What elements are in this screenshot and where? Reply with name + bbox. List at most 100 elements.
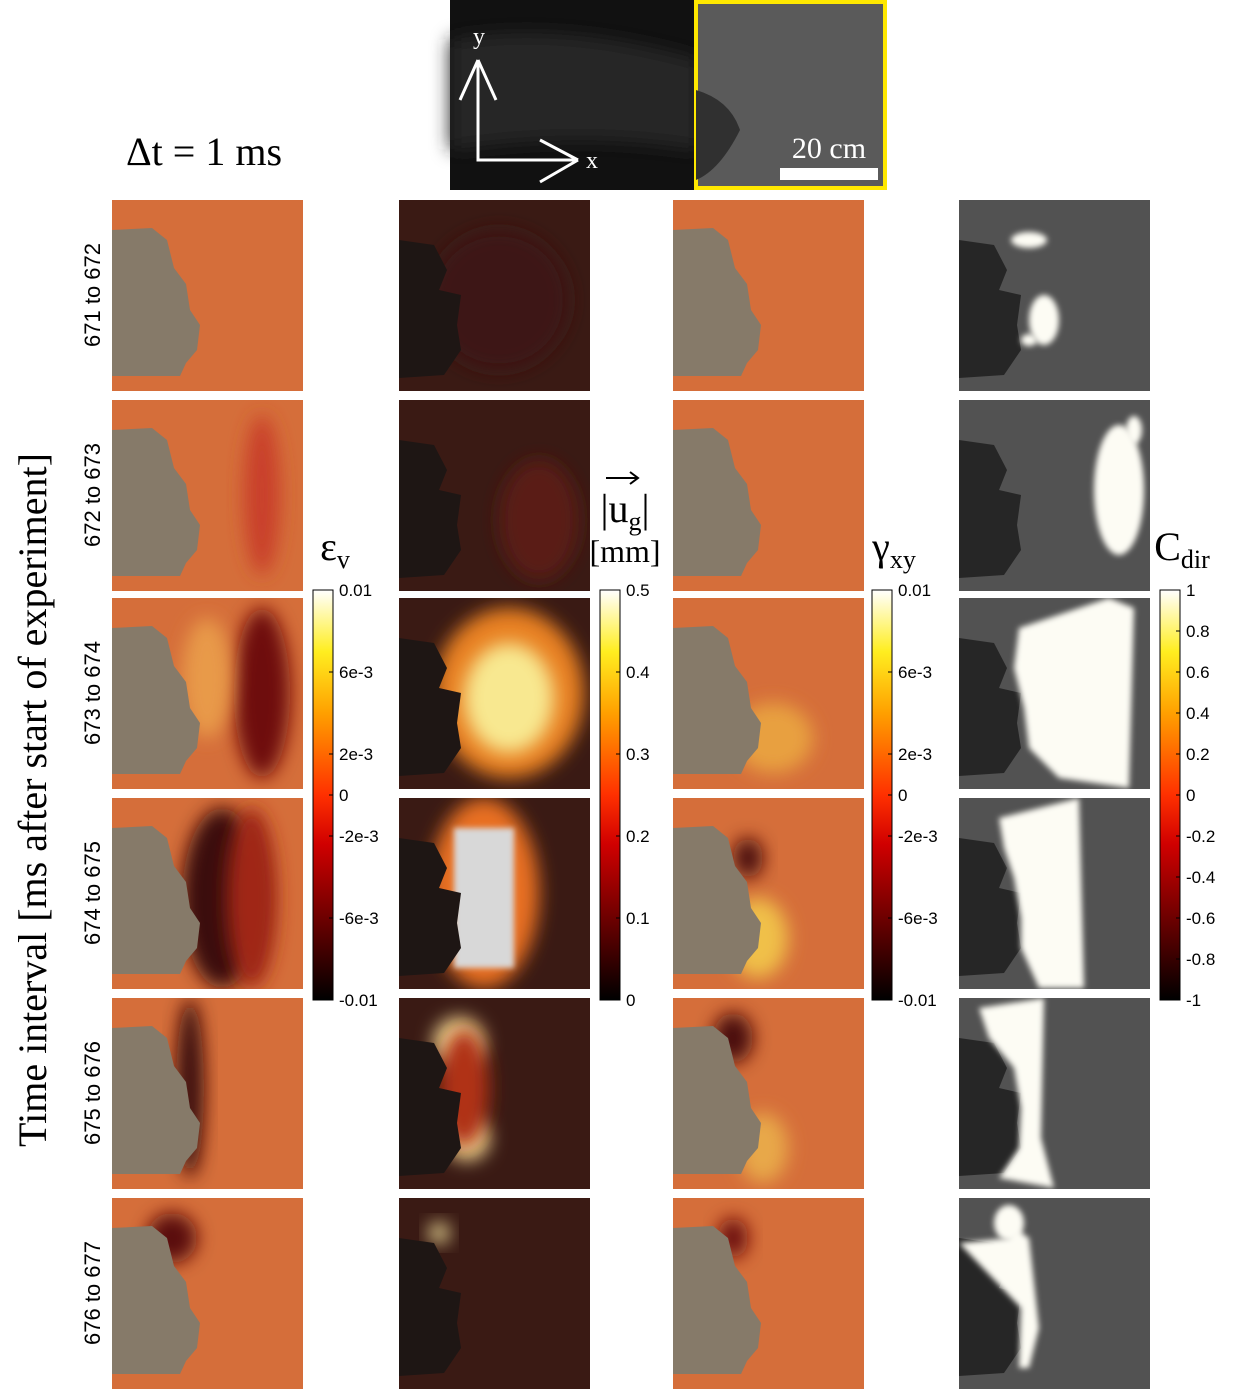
region (429, 1223, 449, 1243)
panel-content (959, 1198, 1150, 1389)
region (499, 460, 579, 580)
colorbar-tick-label: -2e-3 (898, 827, 938, 846)
colorbar-tick-label: 2e-3 (898, 745, 932, 764)
row-label: 673 to 674 (80, 641, 105, 745)
region (227, 808, 277, 988)
mask (673, 1226, 761, 1374)
colorbar-symbol: C (1154, 524, 1181, 569)
colorbar-tick-label: 0.01 (339, 581, 372, 600)
colorbar (599, 589, 621, 1001)
colorbar-tick-label: 0.1 (626, 909, 650, 928)
colorbar-tick-label: -0.4 (1186, 868, 1215, 887)
mask (673, 228, 761, 376)
fingers (399, 838, 461, 976)
panel-content (112, 400, 303, 591)
region (1021, 334, 1037, 346)
colorbar-title: γxy (871, 524, 916, 574)
colorbar-tick-label: 0.5 (626, 581, 650, 600)
colorbar-tick-label: 0.6 (1186, 663, 1210, 682)
panels (112, 200, 1150, 1389)
mask (673, 1026, 761, 1174)
colorbar-tick-label: 0 (339, 786, 348, 805)
region (429, 230, 569, 370)
panel-content (959, 998, 1150, 1189)
panel-content (673, 798, 864, 989)
colorbar-tick-label: 2e-3 (339, 745, 373, 764)
panel-content (399, 598, 590, 789)
region (1014, 598, 1134, 788)
colorbar-title-bracket: | (642, 486, 650, 531)
panel (673, 1198, 864, 1389)
colorbar-tick-label: 0.4 (1186, 704, 1210, 723)
fingers (399, 440, 461, 578)
mask (673, 428, 761, 576)
colorbar-tick-label: 0.2 (626, 827, 650, 846)
fingers (399, 1238, 461, 1376)
panel-content (112, 598, 303, 789)
panel (959, 400, 1150, 591)
colorbar-tick-label: -0.01 (339, 991, 378, 1010)
panel (959, 200, 1150, 391)
mask (112, 1026, 200, 1174)
region (454, 828, 514, 968)
region (244, 415, 280, 575)
colorbar-tick-label: -0.2 (1186, 827, 1215, 846)
panel (399, 998, 590, 1189)
colorbar-tick-label: -6e-3 (898, 909, 938, 928)
row-label: 671 to 672 (80, 243, 105, 347)
panel (959, 1198, 1150, 1389)
region (999, 798, 1084, 988)
colorbar-tick-label: 1 (1186, 581, 1195, 600)
fingers (959, 240, 1021, 378)
inset-x-label: x (586, 148, 598, 174)
panel-content (673, 200, 864, 391)
panel-content (673, 400, 864, 591)
panel (673, 998, 864, 1189)
fingers (959, 838, 1021, 976)
panel-content (959, 598, 1150, 789)
colorbar-title: Cdir (1154, 524, 1210, 574)
colorbar-subscript: xy (890, 545, 916, 574)
panel-content (399, 200, 590, 391)
panel (959, 798, 1150, 989)
region (1126, 416, 1142, 444)
panel (112, 998, 303, 1189)
region (979, 998, 1054, 1188)
row-label: 675 to 676 (80, 1041, 105, 1145)
fingers (959, 638, 1021, 776)
panel-content (399, 998, 590, 1189)
inset-image (450, 0, 887, 190)
colorbar-tick-label: -0.6 (1186, 909, 1215, 928)
panel (112, 598, 303, 789)
colorbar-symbol: ε (320, 524, 337, 569)
panel (399, 798, 590, 989)
mask (112, 826, 200, 974)
colorbar-tick-label: -1 (1186, 991, 1201, 1010)
colorbar-tick-label: 0.4 (626, 663, 650, 682)
mask (673, 826, 761, 974)
colorbar-symbol: u (609, 486, 629, 531)
colorbar-subscript: dir (1181, 545, 1210, 574)
colorbar-subscript: g (629, 507, 642, 536)
panel (673, 400, 864, 591)
colorbar-tick-label: -0.8 (1186, 950, 1215, 969)
panel (112, 400, 303, 591)
colorbar-tick-label: 0.8 (1186, 622, 1210, 641)
mask (112, 428, 200, 576)
colorbar-tick-label: 0 (898, 786, 907, 805)
vector-arrow (606, 471, 640, 485)
panel-content (112, 1198, 303, 1389)
panel-content (112, 200, 303, 391)
scale-bar-label: 20 cm (792, 132, 866, 165)
colorbar-tick-label: 0 (1186, 786, 1195, 805)
colorbar-tick-label: 0 (626, 991, 635, 1010)
region (1029, 295, 1059, 345)
panel (112, 798, 303, 989)
inset-y-label: y (473, 24, 485, 50)
panel (399, 200, 590, 391)
panel (673, 598, 864, 789)
colorbar-tick-label: -0.01 (898, 991, 937, 1010)
panel-content (673, 598, 864, 789)
row-label: 672 to 673 (80, 443, 105, 547)
